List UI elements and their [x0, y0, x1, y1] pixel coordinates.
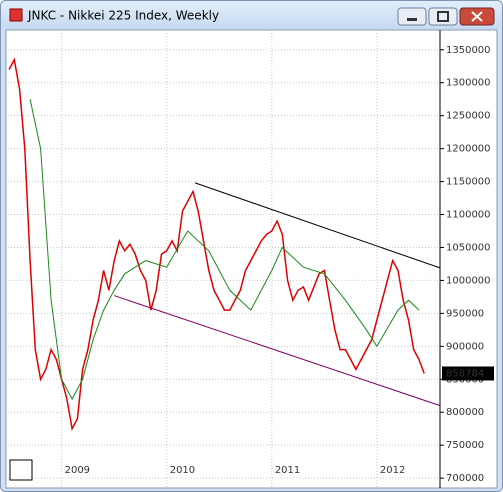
y-tick-label: 900000: [446, 341, 484, 352]
y-tick-label: 950000: [446, 308, 484, 319]
y-tick-label: 1250000: [446, 111, 491, 122]
y-tick-label: 1100000: [446, 210, 491, 221]
app-icon: [9, 8, 23, 22]
close-icon: [471, 11, 483, 22]
y-tick-label: 1000000: [446, 275, 491, 286]
x-tick-label: 2011: [275, 465, 300, 476]
price-line: [8, 57, 425, 431]
x-tick-label: 2009: [65, 465, 90, 476]
minimize-button[interactable]: [397, 7, 427, 26]
window-title: JNKC - Nikkei 225 Index, Weekly: [27, 9, 219, 23]
y-tick-label: 800000: [446, 407, 484, 418]
y-tick-label: 700000: [446, 473, 484, 484]
trendline: [194, 182, 441, 269]
y-tick-label: 1150000: [446, 177, 491, 188]
y-tick-label: 1350000: [446, 45, 491, 56]
title-bar: [1, 1, 502, 29]
y-tick-label: 1300000: [446, 78, 491, 89]
x-tick-label: 2012: [380, 465, 405, 476]
corner-box: [9, 459, 33, 481]
y-tick-label: 1050000: [446, 242, 491, 253]
y-tick-label: 1200000: [446, 144, 491, 155]
y-tick-label: 750000: [446, 440, 484, 451]
price-line: [29, 99, 420, 401]
trendline: [114, 295, 441, 407]
minimize-icon: [407, 18, 417, 21]
x-tick-label: 2010: [170, 465, 195, 476]
maximize-button[interactable]: [428, 7, 458, 26]
last-price-label: 858784: [446, 368, 484, 379]
last-price-box: [442, 366, 494, 381]
maximize-icon: [437, 11, 449, 22]
